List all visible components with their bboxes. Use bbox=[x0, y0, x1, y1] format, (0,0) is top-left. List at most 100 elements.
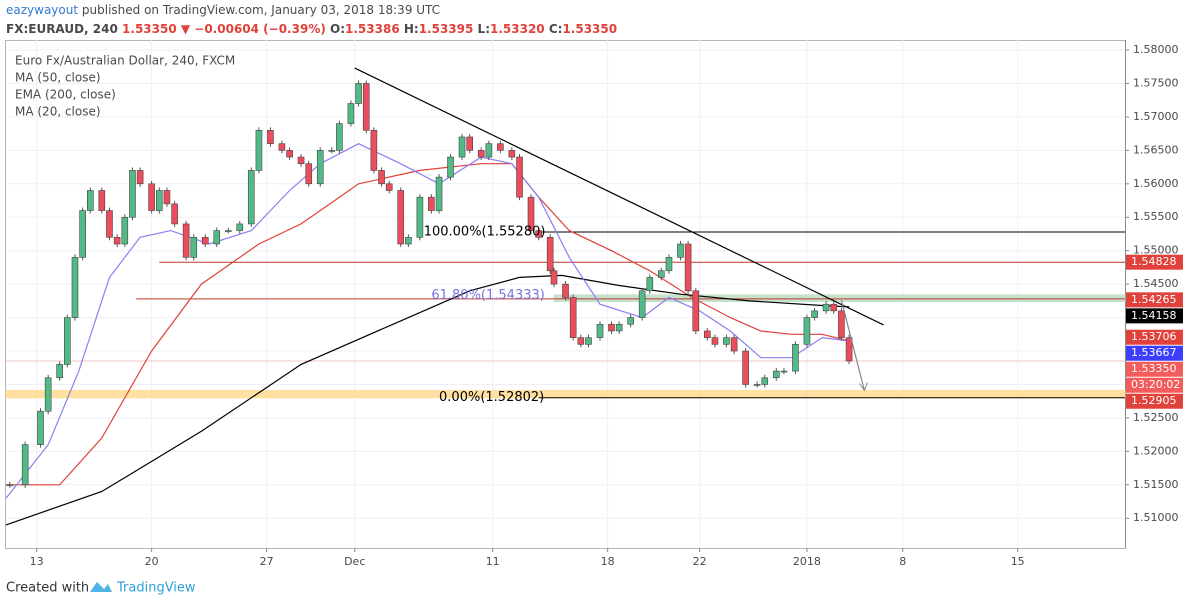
candle-body bbox=[684, 243, 692, 292]
candle-body bbox=[362, 83, 370, 131]
legend-entry: MA (50, close) bbox=[15, 71, 101, 85]
countdown-bg bbox=[1126, 377, 1183, 393]
candle-body bbox=[113, 237, 121, 245]
candle-body bbox=[485, 143, 493, 158]
candle-body bbox=[278, 143, 286, 151]
price-label-bg bbox=[1126, 361, 1183, 377]
candle-body bbox=[71, 257, 79, 318]
legend-entry: EMA (200, close) bbox=[15, 88, 116, 102]
x-tick-label: 8 bbox=[899, 555, 906, 568]
legend-entry: MA (20, close) bbox=[15, 105, 101, 119]
candle-body bbox=[428, 196, 435, 211]
candle-body bbox=[577, 337, 585, 345]
candle-body bbox=[550, 270, 558, 285]
candle-body bbox=[347, 103, 355, 124]
candle-body bbox=[569, 297, 577, 338]
candle-body bbox=[792, 344, 799, 372]
candle-body bbox=[596, 323, 604, 338]
candle-body bbox=[730, 337, 738, 352]
y-tick-label: 1.56500 bbox=[1133, 143, 1179, 156]
candle-body bbox=[37, 410, 44, 445]
candle-body bbox=[477, 150, 485, 158]
candle-body bbox=[435, 176, 443, 211]
candle-body bbox=[6, 484, 14, 487]
candle-body bbox=[213, 230, 221, 245]
candle-body bbox=[224, 230, 232, 232]
candle-body bbox=[742, 350, 749, 385]
candle-body bbox=[845, 337, 853, 362]
y-tick-label: 1.54500 bbox=[1133, 277, 1179, 290]
price-label-bg bbox=[1126, 393, 1183, 409]
ohlc-value: 1.53350 bbox=[562, 22, 617, 36]
y-tick-label: 1.58000 bbox=[1133, 43, 1179, 56]
candle-body bbox=[155, 190, 163, 211]
ohlc-key: L: bbox=[478, 22, 490, 36]
candle-body bbox=[163, 190, 171, 205]
candle-body bbox=[627, 317, 634, 325]
footer-brand[interactable]: TradingView bbox=[116, 581, 196, 596]
ohlc-key: C: bbox=[549, 22, 563, 36]
candle-body bbox=[761, 377, 769, 385]
y-tick-label: 1.56000 bbox=[1133, 177, 1179, 190]
ohlc-value: 1.53386 bbox=[345, 22, 400, 36]
candle-body bbox=[703, 330, 711, 338]
candle-body bbox=[316, 150, 324, 185]
candle-body bbox=[562, 283, 569, 298]
candle-body bbox=[677, 243, 684, 258]
published: published on TradingView.com, January 03… bbox=[82, 3, 440, 17]
candle-body bbox=[21, 444, 29, 486]
candle-body bbox=[79, 210, 86, 258]
price-label-bg bbox=[1126, 292, 1183, 308]
candle-body bbox=[328, 150, 336, 152]
candle-body bbox=[44, 377, 52, 412]
candle-body bbox=[171, 203, 178, 225]
candle-body bbox=[546, 237, 554, 272]
x-tick-label: 27 bbox=[260, 555, 274, 568]
y-tick-label: 1.55000 bbox=[1133, 244, 1179, 257]
price-label-bg bbox=[1126, 345, 1183, 361]
candle-body bbox=[646, 277, 654, 292]
candle-body bbox=[106, 210, 113, 238]
y-tick-label: 1.55500 bbox=[1133, 210, 1179, 223]
x-tick-label: 22 bbox=[693, 555, 707, 568]
x-tick-label: Dec bbox=[344, 555, 365, 568]
price-label-bg bbox=[1126, 308, 1183, 324]
candle-body bbox=[385, 183, 393, 191]
candle-body bbox=[87, 190, 94, 211]
author[interactable]: eazywayout bbox=[6, 3, 78, 17]
price: 1.53350 bbox=[122, 22, 177, 36]
candle-body bbox=[838, 310, 845, 338]
candle-body bbox=[201, 237, 209, 245]
y-tick-label: 1.57500 bbox=[1133, 76, 1179, 89]
candle-body bbox=[811, 310, 818, 318]
candle-body bbox=[305, 163, 313, 185]
candle-body bbox=[297, 156, 305, 165]
candle-body bbox=[527, 196, 535, 231]
candle-body bbox=[665, 257, 673, 272]
candle-body bbox=[830, 303, 838, 312]
candle-body bbox=[355, 83, 362, 104]
indicator-line bbox=[5, 274, 850, 526]
candle-body bbox=[615, 323, 623, 332]
price-label: 1.53667 bbox=[1131, 346, 1177, 359]
price-label: 1.54265 bbox=[1131, 293, 1177, 306]
candle-body bbox=[370, 129, 378, 171]
candle-body bbox=[247, 170, 255, 225]
y-tick-label: 1.51500 bbox=[1133, 478, 1179, 491]
candle-body bbox=[711, 337, 719, 345]
projection-arrow bbox=[840, 300, 865, 391]
candle-body bbox=[378, 170, 385, 185]
candle-body bbox=[136, 170, 144, 185]
candle-body bbox=[608, 323, 615, 332]
price-label: 1.52905 bbox=[1131, 394, 1177, 407]
x-tick-label: 15 bbox=[1011, 555, 1025, 568]
y-tick-label: 1.52000 bbox=[1133, 444, 1179, 457]
candle-body bbox=[753, 384, 761, 386]
candle-body bbox=[255, 129, 263, 171]
candle-body bbox=[497, 143, 504, 151]
candle-body bbox=[447, 156, 454, 178]
candle-body bbox=[780, 370, 788, 373]
candle-body bbox=[397, 190, 405, 245]
candle-body bbox=[638, 290, 646, 318]
